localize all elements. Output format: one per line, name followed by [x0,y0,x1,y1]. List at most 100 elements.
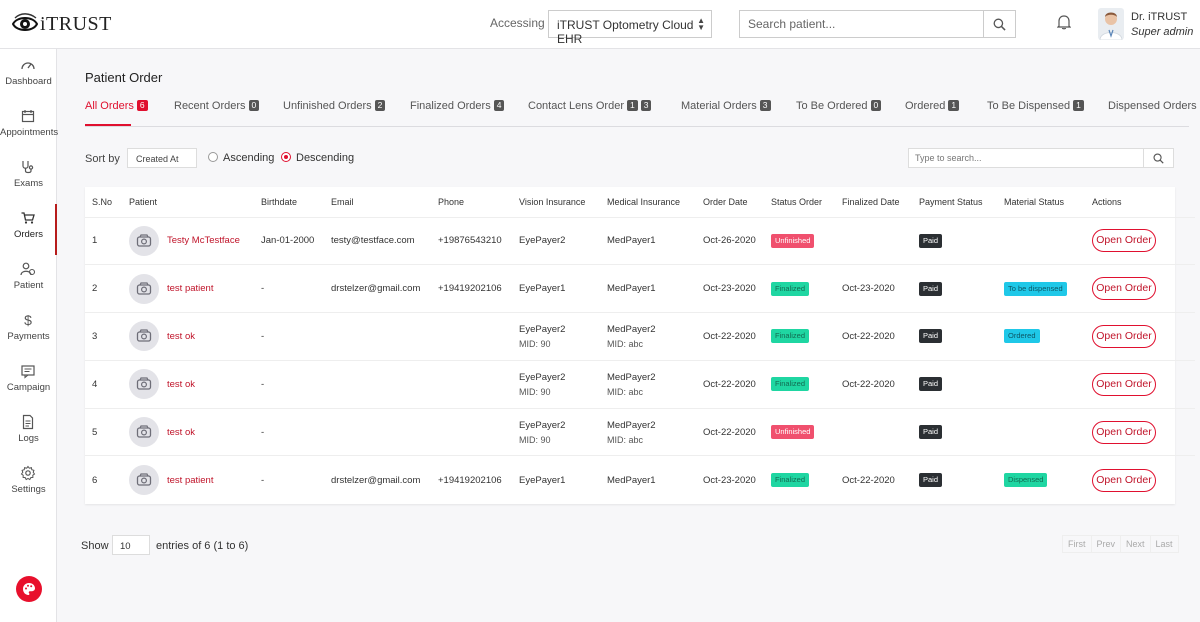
sidebar-item-dashboard[interactable]: Dashboard [0,51,57,102]
tab-unfinished-orders[interactable]: Unfinished Orders 2 [283,100,386,112]
column-header[interactable]: Phone [431,187,512,218]
vision-insurance-cell: EyePayer1 [512,456,600,504]
ascending-label[interactable]: Ascending [223,152,275,164]
material-status-badge: Dispensed [1004,473,1048,488]
ascending-radio[interactable] [208,152,218,162]
column-header[interactable]: Order Date [696,187,764,218]
patient-name-link[interactable]: test patient [167,283,214,295]
descending-radio[interactable] [281,152,291,162]
column-header[interactable]: Payment Status [912,187,997,218]
payment-status-cell: Paid [912,360,997,409]
material-status-cell: To be dispensed [997,264,1085,314]
tab-to-be-ordered[interactable]: To Be Ordered 0 [796,100,882,112]
sidebar-item-appointments[interactable]: Appointments [0,102,58,153]
column-header[interactable]: Finalized Date [835,187,912,218]
status-badge: Finalized [771,473,810,488]
tab-count-badge: 3 [759,100,771,111]
practice-select[interactable]: iTRUST Optometry Cloud EHR ▲ ▼ [548,10,712,46]
sidebar-item-payments[interactable]: $ Payments [0,306,57,357]
open-order-button[interactable]: Open Order [1092,324,1156,348]
tab-count-badge: 0 [870,100,882,111]
user-avatar[interactable] [1098,8,1124,40]
open-order-button[interactable]: Open Order [1092,468,1156,492]
sidebar-item-label: Patient [13,280,44,291]
tab-contact-lens-order[interactable]: Contact Lens Order 1 3 [528,100,652,112]
column-header[interactable]: Birthdate [254,187,324,218]
finalized-date-cell [835,217,912,266]
pager-first-button[interactable]: First [1063,536,1092,552]
orders-table-card: S.No Patient Birthdate Email Phone Visio… [85,187,1195,504]
finalized-date-cell: Oct-22-2020 [842,474,895,486]
medical-insurance-cell: MedPayer1 [600,456,696,504]
pagination: First Prev Next Last [1062,535,1179,553]
gear-icon [20,465,36,481]
patient-cell: test patient [122,264,254,314]
tab-all-orders[interactable]: All Orders 6 [85,100,148,112]
payment-status-badge: Paid [919,425,943,440]
patient-search-button[interactable] [983,11,1015,37]
patient-name-link[interactable]: test patient [167,474,214,486]
column-header[interactable]: Status Order [764,187,835,218]
vision-insurance-name: EyePayer2 [519,371,566,383]
theme-palette-button[interactable] [16,576,42,602]
table-row: 6 test patient - drstelzer@gmail.com +194192… [85,456,1195,504]
sidebar-item-logs[interactable]: Logs [0,408,57,459]
table-search-button[interactable] [1143,149,1173,167]
open-order-button[interactable]: Open Order [1092,420,1156,444]
patient-search-input[interactable] [740,11,985,37]
patient-cell: test ok [122,312,254,361]
open-order-button[interactable]: Open Order [1092,372,1156,396]
open-order-button[interactable]: Open Order [1092,277,1156,301]
tab-dispensed-orders[interactable]: Dispensed Orders [1108,100,1197,112]
medical-insurance-mid: MID: abc [607,434,644,445]
actions-cell: Open Order [1085,264,1195,314]
column-header[interactable]: Patient [122,187,254,218]
patient-name-link[interactable]: test ok [167,378,195,390]
table-search-input[interactable] [909,149,1145,167]
table-row: 5 test ok - EyePayer2 MID: 90 MedPayer2 MID: a… [85,408,1195,457]
payment-status-cell: Paid [912,456,997,504]
tab-label: Ordered [905,100,946,112]
open-order-button[interactable]: Open Order [1092,229,1156,253]
sort-field-select[interactable]: Created At [127,148,197,168]
pager-prev-button[interactable]: Prev [1092,536,1122,552]
pager-next-button[interactable]: Next [1121,536,1151,552]
entries-per-page-input[interactable]: 10 [112,535,150,555]
email-cell [324,360,431,409]
material-status-badge: To be dispensed [1004,281,1067,296]
tab-material-orders[interactable]: Material Orders 3 [681,100,771,112]
tab-ordered[interactable]: Ordered 1 [905,100,960,112]
tab-finalized-orders[interactable]: Finalized Orders 4 [410,100,505,112]
sidebar-item-orders[interactable]: Orders [0,204,57,255]
pager-last-button[interactable]: Last [1155,539,1173,549]
status-order-cell: Finalized [764,360,835,409]
tab-label: All Orders [85,100,134,112]
medical-insurance-name: MedPayer2 [607,419,656,431]
patient-name-link[interactable]: test ok [167,330,195,342]
medical-insurance-mid: MID: abc [607,386,644,397]
tab-to-be-dispensed[interactable]: To Be Dispensed 1 [987,100,1084,112]
row-number: 2 [85,264,122,314]
column-header[interactable]: Email [324,187,431,218]
itrust-logo[interactable]: iTRUST [12,11,112,37]
column-header[interactable]: S.No [85,187,122,218]
sidebar-item-exams[interactable]: Exams [0,153,57,204]
column-header[interactable]: Medical Insurance [600,187,696,218]
sidebar-item-settings[interactable]: Settings [0,459,57,510]
column-header[interactable]: Vision Insurance [512,187,600,218]
phone-cell: +19419202106 [431,264,512,314]
status-order-cell: Finalized [764,456,835,504]
tab-recent-orders[interactable]: Recent Orders 0 [174,100,260,112]
user-name: Dr. iTRUST [1131,11,1188,23]
notifications-button[interactable] [1056,14,1072,33]
sidebar-item-campaign[interactable]: Campaign [0,357,57,408]
patient-name-link[interactable]: test ok [167,426,195,438]
sidebar-item-patient[interactable]: Patient [0,255,57,306]
column-header[interactable]: Material Status [997,187,1085,218]
payment-status-badge: Paid [919,473,943,488]
payment-status-badge: Paid [919,281,943,296]
patient-name-link[interactable]: Testy McTestface [167,235,240,247]
tab-label: To Be Ordered [796,100,868,112]
descending-label[interactable]: Descending [296,152,355,164]
phone-cell [431,312,512,361]
